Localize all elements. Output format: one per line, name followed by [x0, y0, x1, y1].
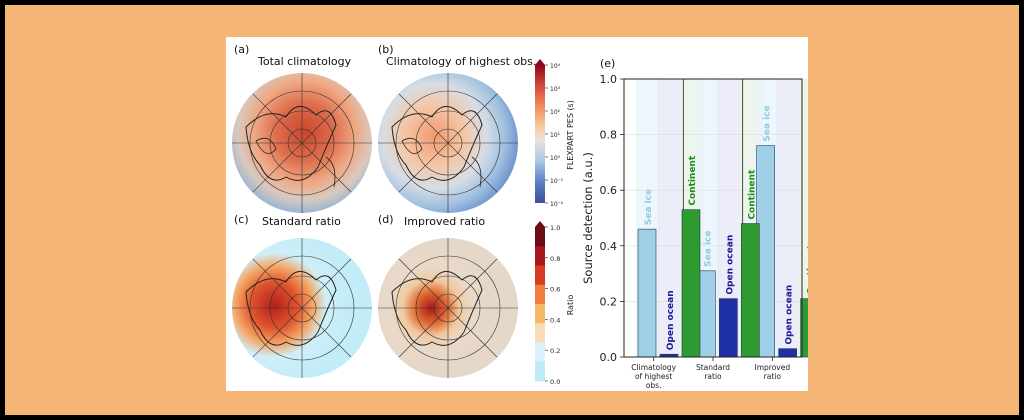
bar-label: Sea ice: [644, 189, 654, 225]
x-tick-label: Climatology: [631, 363, 676, 372]
colorbar-pes-tick-label: 10⁰: [550, 155, 561, 162]
bar-label: Sea ice: [763, 105, 773, 141]
bar-chart-source-detection: Sea ice Sea ice Sea ice Open ocean Open ocea…: [581, 73, 808, 390]
x-tick-label: Standard: [696, 363, 730, 372]
colorbar-ratio-tick-label: 0.0: [550, 378, 560, 386]
colorbar-ratio-band: [535, 246, 545, 266]
map-improved-ratio: [378, 238, 518, 378]
bar-label: Sea ice: [703, 230, 713, 266]
colorbar-pes-tick-label: 10¹: [550, 132, 561, 139]
colorbar-ratio-band: [535, 342, 545, 363]
colorbar-pes-tick-label: 10³: [550, 86, 561, 93]
y-tick-label: 1.0: [600, 73, 618, 86]
y-tick-label: 0.2: [600, 295, 618, 308]
colorbar-ratio-tick-label: 1.0: [550, 224, 560, 232]
colorbar-ratio-band: [535, 227, 545, 247]
bar-sea-ice: [637, 228, 657, 358]
x-tick-label: ratio: [764, 372, 782, 381]
map-total-climatology: [232, 73, 372, 213]
colorbar-ratio-band: [535, 284, 545, 305]
colorbar-pes-tick-label: 10⁻²: [550, 201, 564, 208]
panel-b-title: Climatology of highest obs.: [386, 55, 537, 68]
colorbar-ratio-band: [535, 304, 545, 324]
colorbar-ratio-tick-label: 0.4: [550, 316, 560, 324]
panel-d-title: Improved ratio: [404, 215, 486, 228]
colorbar-ratio-tick-label: 0.2: [550, 347, 560, 355]
background-band: [798, 79, 808, 357]
panel-b-letter: (b): [378, 43, 394, 56]
bar-open-ocean: [778, 348, 797, 358]
colorbar-pes: 10⁴ 10³ 10² 10¹ 10⁰ 10⁻¹ 10⁻² FLEXPART PES (s): [535, 59, 575, 208]
colorbar-pes-tick-label: 10⁻¹: [550, 178, 564, 185]
y-tick-label: 0.8: [600, 129, 618, 142]
bar-label: Continent: [747, 169, 757, 220]
y-tick-label: 0.4: [600, 240, 618, 253]
x-tick-label: obs.: [646, 381, 662, 390]
y-tick-label: 0.6: [600, 184, 618, 197]
panel-c-title: Standard ratio: [262, 215, 341, 228]
colorbar-ratio-label: Ratio: [566, 295, 575, 316]
y-tick-label: 0.0: [600, 351, 618, 364]
map-standard-ratio: [232, 238, 372, 378]
colorbar-ratio: 1.0 0.8 0.6 0.4 0.2 0.0 Ratio: [535, 221, 575, 386]
map-climatology-highest-obs: [378, 73, 518, 213]
panel-d-letter: (d): [378, 213, 394, 226]
figure-panel: (a) Total climatology (b) Climatology of…: [226, 37, 808, 391]
y-axis-label: Source detection (a.u.): [581, 152, 595, 284]
colorbar-ratio-tick-label: 0.6: [550, 286, 560, 294]
panel-c-letter: (c): [234, 213, 249, 226]
bar-continent: [681, 209, 701, 358]
colorbar-ratio-band: [535, 361, 545, 382]
bar-label: Open ocean: [785, 285, 795, 345]
x-tick-label: of highest: [635, 372, 672, 381]
colorbar-ratio-band: [535, 265, 545, 286]
bar-continent: [741, 223, 760, 358]
background-band: [776, 79, 801, 357]
page-background: (a) Total climatology (b) Climatology of…: [5, 5, 1019, 415]
x-tick-label: ratio: [704, 372, 722, 381]
colorbar-pes-tick-label: 10²: [550, 109, 561, 116]
bar-label: Open ocean: [725, 235, 735, 295]
colorbar-pes-tick-label: 10⁴: [550, 63, 561, 70]
x-tick-label: Improved: [755, 363, 791, 372]
bar-open-ocean: [719, 298, 738, 358]
panel-a-letter: (a): [234, 43, 250, 56]
bar-continent: [800, 298, 808, 358]
colorbar-ratio-tick-label: 0.8: [550, 255, 560, 263]
panel-a-title: Total climatology: [258, 55, 352, 68]
colorbar-pes-label: FLEXPART PES (s): [566, 100, 575, 170]
colorbar-ratio-band: [535, 323, 545, 343]
background-band: [658, 79, 682, 357]
maps-and-colorbars: 10⁴ 10³ 10² 10¹ 10⁰ 10⁻¹ 10⁻² FLEXPART PES (s)…: [232, 59, 575, 386]
bar-label: Continent: [807, 244, 808, 295]
panel-e-letter: (e): [600, 57, 616, 70]
bar-label: Open ocean: [666, 290, 676, 350]
bar-label: Continent: [688, 155, 698, 206]
